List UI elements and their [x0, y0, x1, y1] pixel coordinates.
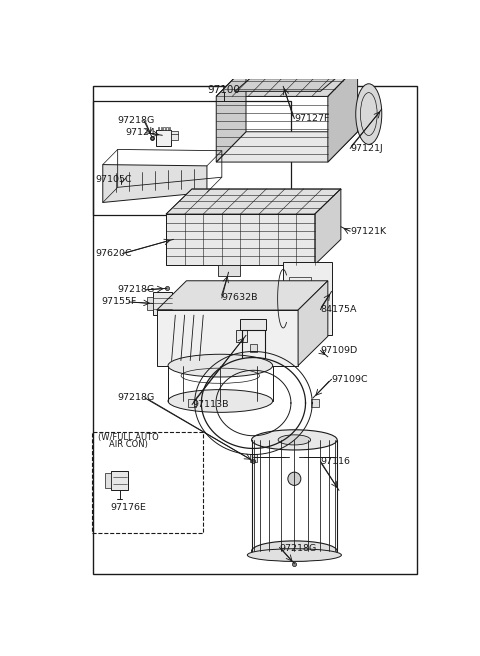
Polygon shape	[103, 165, 207, 203]
Polygon shape	[283, 262, 332, 335]
Bar	[153, 293, 172, 315]
Ellipse shape	[247, 548, 341, 562]
Bar	[94, 102, 290, 215]
Text: AIR CON): AIR CON)	[108, 440, 147, 449]
Polygon shape	[235, 79, 335, 91]
Polygon shape	[156, 310, 298, 365]
Polygon shape	[298, 281, 328, 365]
Ellipse shape	[252, 430, 337, 450]
Bar	[92, 432, 203, 533]
Text: 97113B: 97113B	[192, 400, 228, 409]
Polygon shape	[166, 214, 315, 264]
Bar	[240, 319, 266, 330]
Text: (W/FULL AUTO: (W/FULL AUTO	[98, 433, 158, 442]
Bar	[218, 264, 240, 276]
Text: 97121K: 97121K	[350, 227, 386, 236]
Bar	[169, 127, 170, 131]
Text: 97105C: 97105C	[96, 175, 132, 184]
Polygon shape	[216, 66, 246, 162]
Text: 97109D: 97109D	[321, 346, 358, 355]
Bar	[289, 308, 311, 323]
Ellipse shape	[168, 354, 273, 377]
Polygon shape	[315, 189, 341, 264]
Text: 97127F: 97127F	[294, 113, 330, 123]
Ellipse shape	[356, 84, 382, 144]
Polygon shape	[166, 189, 341, 214]
Bar	[166, 127, 168, 131]
Text: 97218G: 97218G	[279, 544, 317, 553]
Polygon shape	[216, 66, 358, 96]
Text: 97121J: 97121J	[350, 144, 383, 153]
Text: 97632B: 97632B	[222, 293, 258, 302]
Ellipse shape	[168, 390, 273, 413]
Bar	[236, 330, 248, 342]
Bar	[158, 127, 159, 131]
Text: 97620C: 97620C	[96, 249, 132, 258]
Bar	[147, 297, 153, 310]
Text: 84175A: 84175A	[321, 305, 357, 314]
Text: 97218G: 97218G	[118, 285, 155, 295]
Ellipse shape	[252, 541, 337, 561]
Ellipse shape	[288, 472, 301, 485]
Ellipse shape	[278, 435, 311, 445]
Polygon shape	[156, 281, 328, 310]
Text: 97124: 97124	[125, 129, 155, 137]
Text: 97218G: 97218G	[118, 115, 155, 125]
Text: 97116: 97116	[321, 457, 350, 466]
Text: 97176E: 97176E	[110, 502, 146, 512]
Polygon shape	[216, 132, 358, 162]
Polygon shape	[328, 66, 358, 162]
Bar	[156, 131, 171, 146]
Bar	[289, 277, 311, 293]
Bar	[171, 131, 178, 140]
Text: 97218G: 97218G	[118, 394, 155, 402]
Bar	[311, 399, 319, 407]
Bar	[111, 471, 128, 491]
Text: 97100: 97100	[207, 85, 240, 95]
Text: 97155F: 97155F	[101, 297, 136, 306]
Bar	[94, 87, 417, 574]
Bar	[188, 399, 196, 407]
Bar	[105, 473, 111, 488]
Bar	[250, 453, 257, 462]
Bar	[250, 344, 257, 352]
Bar	[163, 127, 165, 131]
Text: 97109C: 97109C	[332, 375, 368, 384]
Bar	[161, 127, 162, 131]
